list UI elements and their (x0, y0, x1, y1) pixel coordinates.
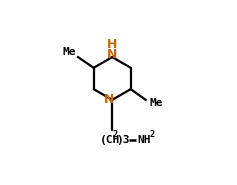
Text: 2: 2 (113, 130, 118, 139)
Text: Me: Me (62, 47, 76, 57)
Text: 2: 2 (150, 130, 155, 139)
Text: (CH: (CH (100, 135, 120, 145)
Text: H: H (107, 38, 117, 51)
Text: )3: )3 (116, 135, 130, 145)
Text: N: N (107, 48, 117, 61)
Text: N: N (104, 93, 114, 106)
Text: NH: NH (137, 135, 151, 145)
Text: Me: Me (149, 98, 163, 108)
